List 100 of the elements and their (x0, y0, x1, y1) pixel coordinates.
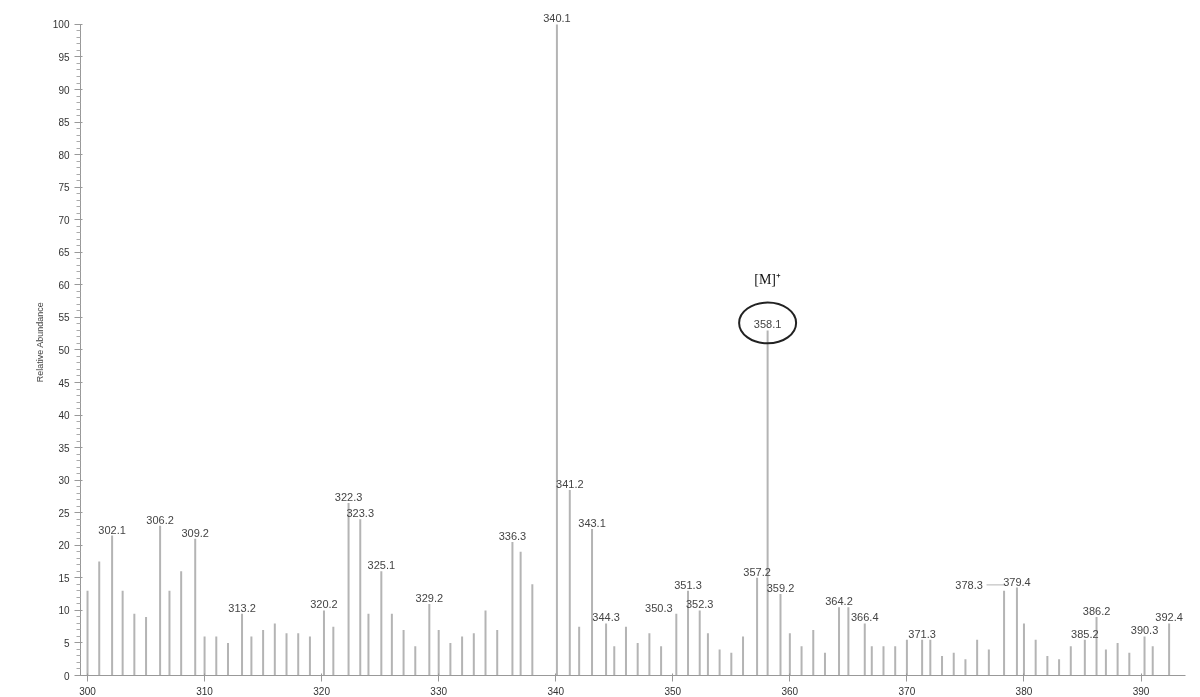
bar (812, 629, 815, 676)
bar (531, 584, 534, 676)
annotation: 344.3 (592, 611, 620, 624)
bar (1128, 652, 1131, 676)
bar (591, 529, 594, 676)
annotation: 378.3 (955, 578, 983, 591)
bar (226, 642, 229, 676)
annotation: 379.4 (1003, 575, 1031, 588)
annotation: 341.2 (556, 477, 584, 490)
bar (359, 519, 362, 676)
y-tick-label: 25 (58, 507, 70, 519)
bar (145, 616, 148, 676)
bar (98, 561, 101, 676)
bar (1022, 623, 1025, 676)
bar (262, 629, 265, 676)
bar (273, 623, 276, 676)
annotation: 329.2 (415, 591, 444, 604)
x-tick-label: 340 (547, 685, 565, 697)
bar (1143, 636, 1146, 676)
y-tick-label: 65 (58, 247, 70, 259)
bar (870, 646, 873, 676)
bar (1069, 646, 1072, 676)
x-tick-label: 380 (1015, 685, 1033, 697)
y-tick-label: 30 (58, 475, 70, 487)
annotation: 359.2 (766, 582, 795, 595)
bar (838, 607, 841, 676)
bar (921, 639, 924, 676)
bar (605, 623, 608, 676)
y-tick-label: 70 (58, 214, 70, 226)
bar (952, 652, 955, 676)
y-tick-label: 0 (63, 670, 70, 682)
x-tick-label: 320 (313, 685, 331, 697)
bar (613, 646, 616, 676)
annotation: 386.2 (1082, 604, 1111, 617)
y-tick-label: 10 (58, 605, 70, 617)
bar (121, 590, 124, 676)
bar (847, 607, 850, 676)
bar (241, 613, 244, 676)
bar (111, 535, 114, 676)
bar (437, 629, 440, 676)
bar (779, 594, 782, 676)
bar (519, 551, 522, 676)
bar (1104, 649, 1107, 676)
bar (308, 636, 311, 676)
bar (472, 633, 475, 676)
bar (133, 613, 136, 676)
annotation: 390.3 (1130, 624, 1159, 637)
annotation: [M]⁺ (754, 272, 782, 288)
x-tick-label: 300 (79, 685, 97, 697)
bar (297, 633, 300, 676)
bar (555, 24, 558, 676)
bar (894, 646, 897, 676)
bar (1168, 623, 1171, 676)
bar (718, 649, 721, 676)
bar (168, 590, 171, 676)
y-tick-label: 90 (58, 84, 70, 96)
bar (367, 613, 370, 676)
bar (756, 577, 759, 676)
annotation: 385.2 (1071, 627, 1099, 640)
annotation: 366.4 (851, 611, 879, 624)
annotation: 322.3 (334, 490, 363, 503)
bar (1015, 587, 1018, 676)
bar (706, 633, 709, 676)
y-tick-label: 100 (52, 19, 70, 31)
y-tick-label: 85 (58, 117, 70, 129)
bar (675, 613, 678, 676)
bar (390, 613, 393, 676)
y-tick-label: 20 (58, 540, 70, 552)
x-tick-label: 350 (664, 685, 682, 697)
annotation: 340.1 (543, 12, 571, 25)
annotation: 320.2 (310, 598, 338, 611)
x-tick-label: 370 (898, 685, 916, 697)
bar (1034, 639, 1037, 676)
bar (250, 636, 253, 676)
bar (578, 626, 581, 676)
bar (402, 629, 405, 676)
bar (1058, 659, 1061, 676)
bar (1083, 639, 1086, 676)
bar (660, 646, 663, 676)
bar (905, 639, 908, 676)
annotation: 313.2 (228, 601, 256, 614)
bar (159, 525, 162, 676)
annotation: 323.3 (346, 507, 375, 520)
bar (742, 636, 745, 676)
bar (941, 655, 944, 676)
bar (461, 636, 464, 676)
y-tick-label: 75 (58, 182, 70, 194)
bar (428, 603, 431, 676)
x-tick-label: 360 (781, 685, 799, 697)
annotation: 306.2 (146, 513, 174, 526)
bar (823, 652, 826, 676)
bar (86, 590, 89, 676)
bar (1046, 655, 1049, 676)
annotation: 325.1 (367, 559, 396, 572)
bar (449, 642, 452, 676)
bar (496, 629, 499, 676)
bar (882, 646, 885, 676)
annotation: 302.1 (98, 523, 126, 536)
annotation: 392.4 (1155, 611, 1183, 624)
y-tick-label: 60 (58, 279, 70, 291)
